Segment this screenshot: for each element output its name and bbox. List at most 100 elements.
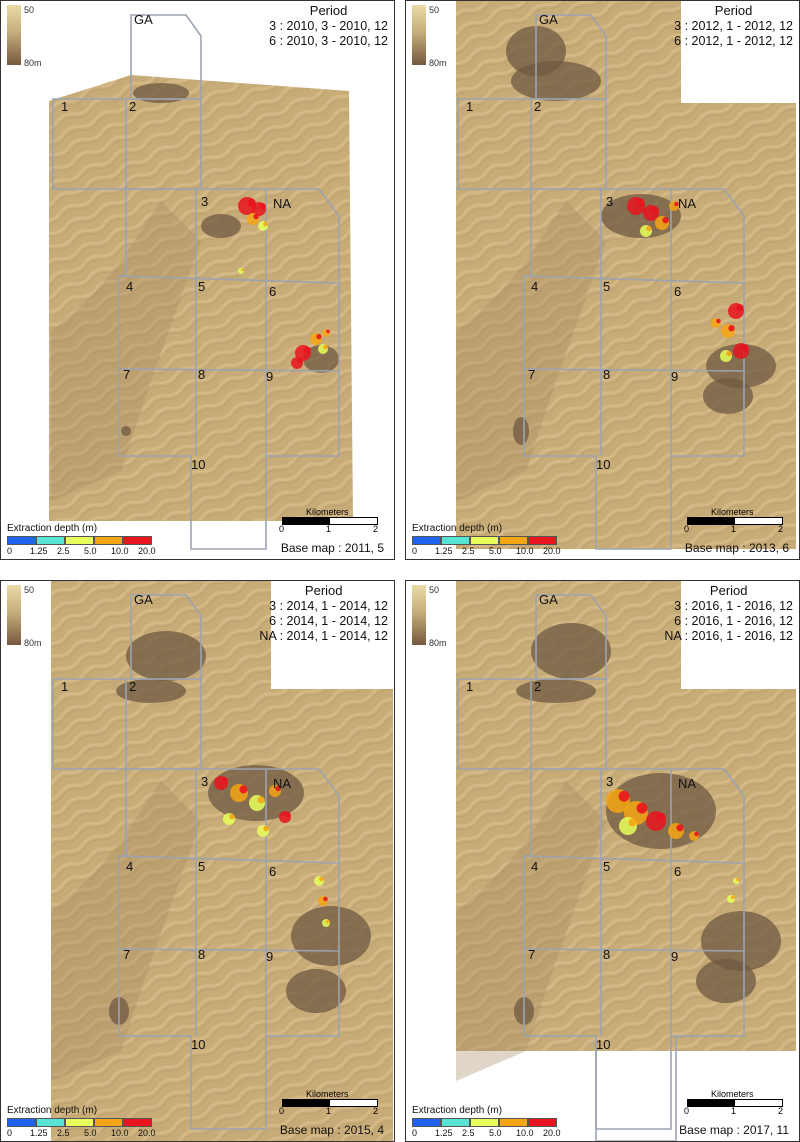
legend-title: Extraction depth (m) <box>412 523 503 534</box>
scale-label: 1 <box>731 524 737 534</box>
site-label: 3 <box>606 194 613 209</box>
legend-title: Extraction depth (m) <box>7 523 98 534</box>
extraction-depth-legend: Extraction depth (m) 0 1.25 2.5 5.0 10.0 20.0 <box>5 1105 185 1139</box>
extraction-hotspot <box>676 824 684 832</box>
legend-tick: 1.25 <box>30 546 48 556</box>
period-title: Period <box>309 3 348 18</box>
legend-swatch <box>36 1118 65 1127</box>
legend-swatch <box>65 1118 94 1127</box>
disturbed-area <box>126 631 206 681</box>
legend-tick: 1.25 <box>435 1128 453 1138</box>
disturbed-area <box>516 679 596 703</box>
disturbed-area <box>291 906 371 966</box>
scale-label: 2 <box>373 524 379 534</box>
scale-ruler <box>282 1099 378 1107</box>
block-grid <box>457 594 745 1141</box>
legend-swatch <box>36 536 65 545</box>
scale-bar: Kilometers 0 1 2 <box>681 1089 791 1119</box>
extraction-hotspot <box>263 221 268 227</box>
basemap-imagery: GA1 23 NA4 5 67 8 910 <box>49 12 353 550</box>
elevation-low-label: 80m <box>429 638 447 648</box>
disturbed-area <box>133 83 189 103</box>
scale-label: 0 <box>684 524 690 534</box>
block-grid <box>52 14 340 550</box>
extraction-hotspot <box>674 201 679 207</box>
legend-swatch <box>499 1118 528 1127</box>
site-label: 10 <box>596 457 610 472</box>
extraction-hotspot <box>323 344 328 350</box>
legend-swatch <box>441 1118 470 1127</box>
site-label: 1 <box>466 679 473 694</box>
site-label: 6 <box>269 864 276 879</box>
site-label: GA <box>134 12 153 27</box>
extraction-hotspot <box>736 878 739 882</box>
site-label: 5 <box>198 859 205 874</box>
legend-swatch <box>470 536 499 545</box>
site-label: 8 <box>198 367 205 382</box>
legend-tick: 1.25 <box>435 546 453 556</box>
scale-label: 1 <box>326 1106 332 1116</box>
period-box: Period 3 : 2014, 1 - 2014, 12 6 : 2014, 1 … <box>259 583 388 644</box>
period-title: Period <box>714 3 753 18</box>
elevation-ramp <box>7 5 21 65</box>
extraction-hotspot <box>716 318 721 324</box>
scale-ruler <box>687 1099 783 1107</box>
scale-title: Kilometers <box>711 1089 754 1099</box>
site-label: 5 <box>603 279 610 294</box>
basemap-imagery: GA1 23 NA4 5 67 8 910 <box>456 1 796 550</box>
legend-tick: 10.0 <box>111 1128 129 1138</box>
basemap-imagery: GA1 23 NA4 5 67 8 910 <box>456 581 796 1141</box>
site-label: 8 <box>198 947 205 962</box>
legend-tick: 2.5 <box>462 546 475 556</box>
site-label: 6 <box>674 284 681 299</box>
site-label: 10 <box>596 1037 610 1052</box>
legend-tick: 5.0 <box>489 546 502 556</box>
legend-tick: 2.5 <box>57 546 70 556</box>
legend-swatch <box>123 1118 152 1127</box>
elevation-high-label: 50 <box>24 5 35 15</box>
site-label: 1 <box>466 99 473 114</box>
legend-swatch <box>94 1118 123 1127</box>
extraction-hotspot <box>319 876 324 882</box>
disturbed-area <box>208 765 304 821</box>
legend-tick: 10.0 <box>516 1128 534 1138</box>
scale-label: 2 <box>373 1106 379 1116</box>
site-label: 6 <box>269 284 276 299</box>
period-line: 3 : 2014, 1 - 2014, 12 <box>269 599 388 613</box>
map-panel-2013: GA 1 2 3 NA 4 5 6 7 8 9 10 50 80m Period 3 : 2012, 1 - … <box>405 0 800 560</box>
period-line: 3 : 2010, 3 - 2010, 12 <box>269 19 388 33</box>
legend-tick: 20.0 <box>543 546 561 556</box>
base-map-caption: Base map : 2017, 11 <box>679 1123 789 1137</box>
site-label: 3 <box>606 774 613 789</box>
legend-tick: 0 <box>7 546 13 556</box>
site-label: 7 <box>528 947 535 962</box>
scale-label: 0 <box>279 524 285 534</box>
site-label: 7 <box>123 947 130 962</box>
period-line: 6 : 2012, 1 - 2012, 12 <box>674 34 793 48</box>
site-label: 6 <box>674 864 681 879</box>
extraction-hotspot <box>285 811 291 818</box>
imagery-coverage <box>456 1 796 549</box>
extraction-hotspot <box>326 329 330 334</box>
site-label: 4 <box>531 859 538 874</box>
disturbed-area <box>116 679 186 703</box>
extraction-hotspot <box>257 796 265 804</box>
elevation-low-label: 80m <box>24 638 42 648</box>
extraction-hotspot <box>728 325 735 332</box>
extraction-hotspot <box>636 198 645 207</box>
elevation-high-label: 50 <box>429 5 440 15</box>
legend-tick: 5.0 <box>84 546 97 556</box>
extraction-hotspot <box>316 333 322 340</box>
extraction-hotspot <box>303 346 311 354</box>
site-label: 2 <box>129 99 136 114</box>
legend-tick: 2.5 <box>57 1128 70 1138</box>
period-line: 3 : 2016, 1 - 2016, 12 <box>674 599 793 613</box>
period-title: Period <box>304 583 343 598</box>
period-line: 3 : 2012, 1 - 2012, 12 <box>674 19 793 33</box>
period-line: 6 : 2014, 1 - 2014, 12 <box>269 614 388 628</box>
site-label: 4 <box>126 279 133 294</box>
extraction-hotspot <box>229 813 235 820</box>
site-label: 8 <box>603 367 610 382</box>
site-label: NA <box>273 776 291 791</box>
legend-swatch <box>123 536 152 545</box>
